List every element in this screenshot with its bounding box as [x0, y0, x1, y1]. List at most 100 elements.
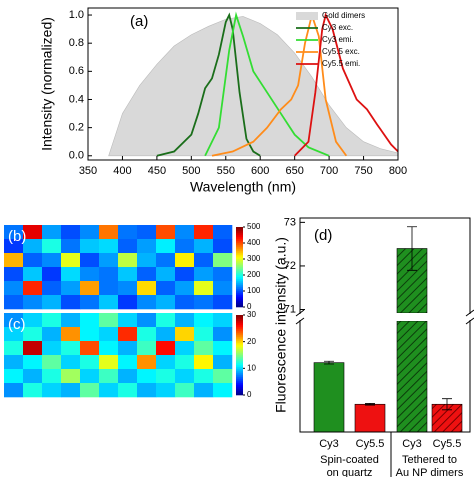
colorbar-step: [236, 263, 243, 266]
colorbar-step: [236, 371, 243, 374]
colorbar-step: [236, 295, 243, 298]
legend-label: Cy3 exc.: [322, 23, 353, 32]
y-tick-label: 0.6: [69, 65, 84, 77]
heatmap-cell: [99, 295, 119, 310]
heatmap-cell: [4, 281, 24, 296]
heatmap-cell: [175, 327, 195, 342]
heatmap-cell: [99, 355, 119, 370]
axis-break: [296, 313, 474, 321]
colorbar-tick-label: 10: [247, 363, 256, 372]
colorbar-step: [236, 269, 243, 272]
heatmap-cell: [23, 225, 43, 240]
colorbar-step: [236, 245, 243, 248]
bar: [354, 403, 386, 433]
heatmap-cell: [137, 253, 157, 268]
colorbar-step: [236, 319, 243, 322]
colorbar-tick-label: 0: [247, 390, 252, 399]
heatmap-cell: [156, 281, 176, 296]
x-tick-label: Cy5.5: [356, 438, 385, 450]
heatmap-cell: [194, 281, 214, 296]
colorbar-step: [236, 387, 243, 390]
panel-label: (b): [8, 228, 26, 245]
heatmap-cell: [137, 327, 157, 342]
heatmap-cell: [23, 327, 43, 342]
heatmap-cell: [42, 239, 62, 254]
colorbar-step: [236, 353, 243, 356]
x-tick-label: 750: [354, 165, 372, 177]
heatmap-cell: [42, 383, 62, 398]
heatmap-cell: [99, 253, 119, 268]
colorbar-step: [236, 359, 243, 362]
heatmap-cell: [175, 239, 195, 254]
colorbar-step: [236, 303, 243, 306]
heatmap-cell: [213, 355, 233, 370]
legend-label: Cy5.5 exc.: [322, 47, 360, 56]
y-tick-label: 73: [284, 216, 296, 228]
heatmap-cell: [137, 267, 157, 282]
colorbar-step: [236, 283, 243, 286]
heatmap-cell: [213, 239, 233, 254]
plot-frame: [87, 7, 399, 161]
heatmap-cell: [137, 313, 157, 328]
heatmap-cell: [118, 267, 138, 282]
x-tick-label: Cy3: [319, 438, 339, 450]
heatmap-cell: [213, 383, 233, 398]
heatmap-cell: [194, 253, 214, 268]
y-tick-label: 0.0: [69, 150, 84, 162]
heatmap-cell: [23, 295, 43, 310]
colorbar-step: [236, 239, 243, 242]
heatmap-cell: [194, 369, 214, 384]
heatmap-cell: [42, 313, 62, 328]
colorbar-step: [236, 281, 243, 284]
colorbar-step: [236, 335, 243, 338]
panel-label: (a): [130, 13, 148, 30]
heatmap-cell: [80, 267, 100, 282]
heatmap-cell: [213, 253, 233, 268]
heatmap-cell: [156, 383, 176, 398]
colorbar-step: [236, 343, 243, 346]
colorbar-tick-label: 400: [247, 238, 261, 247]
heatmap-cell: [156, 253, 176, 268]
colorbar-step: [236, 389, 243, 392]
heatmap-cell: [118, 341, 138, 356]
heatmap-cell: [80, 239, 100, 254]
heatmap-cell: [156, 239, 176, 254]
x-tick-label: Cy5.5: [433, 438, 462, 450]
heatmap-cell: [42, 369, 62, 384]
bar: [313, 362, 345, 433]
heatmap-cell: [42, 253, 62, 268]
colorbar-step: [236, 241, 243, 244]
heatmap-cell: [137, 369, 157, 384]
heatmap-cell: [213, 267, 233, 282]
colorbar-step: [236, 317, 243, 320]
heatmap-cell: [137, 341, 157, 356]
colorbar-step: [236, 341, 243, 344]
heatmap-cell: [42, 225, 62, 240]
heatmap-cell: [137, 295, 157, 310]
colorbar-step: [236, 233, 243, 236]
heatmap-cell: [23, 355, 43, 370]
axis-break-mark: [465, 309, 474, 325]
heatmap-cell: [99, 369, 119, 384]
heatmap-cell: [42, 327, 62, 342]
heatmap-cell: [99, 341, 119, 356]
error-bar: [324, 360, 334, 365]
heatmap-cell: [61, 355, 81, 370]
heatmap-cell: [194, 341, 214, 356]
legend-label: Gold dimers: [322, 11, 365, 20]
heatmap-cell: [156, 369, 176, 384]
heatmap-cell: [99, 313, 119, 328]
legend-label: Cy5.5 emi.: [322, 59, 360, 68]
colorbar-step: [236, 287, 243, 290]
heatmap-cell: [61, 369, 81, 384]
colorbar-step: [236, 333, 243, 336]
heatmap-cell: [156, 267, 176, 282]
heatmap-cell: [175, 313, 195, 328]
heatmap-cell: [175, 267, 195, 282]
heatmap-cell: [80, 253, 100, 268]
panel-label: (d): [314, 227, 332, 244]
x-axis-label: Wavelength (nm): [190, 179, 296, 195]
heatmap-cell: [194, 355, 214, 370]
colorbar-step: [236, 379, 243, 382]
